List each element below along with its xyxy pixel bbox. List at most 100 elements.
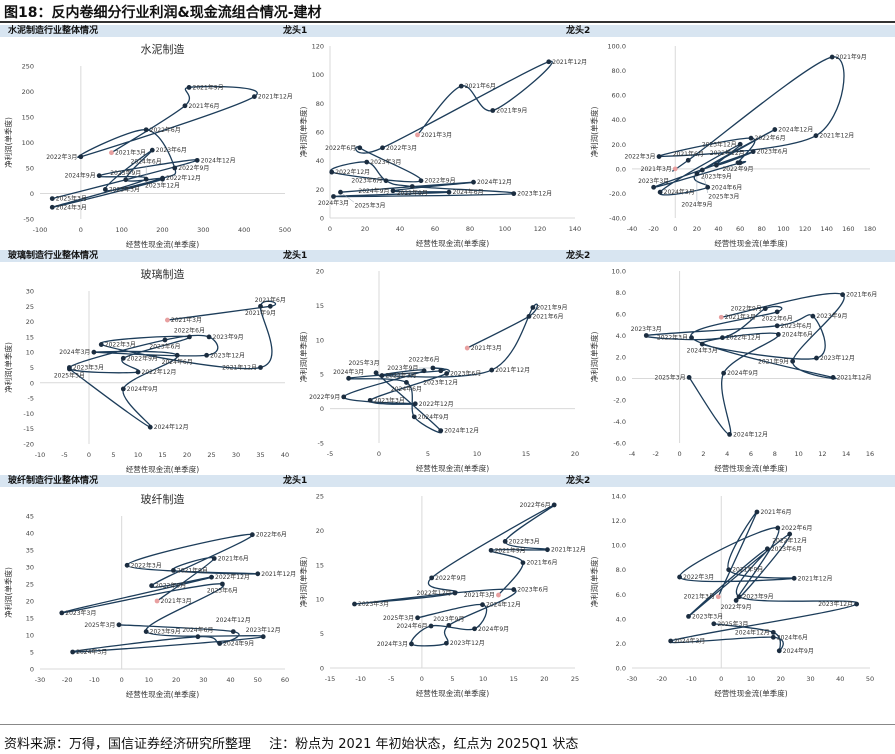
y-tick-label: 30 [26,564,34,572]
point-label: 2022年6月 [781,524,812,532]
point-label: 2024年6月 [453,188,484,196]
point-label: 2024年12月 [778,126,813,134]
point-label: 2022年3月 [683,573,714,581]
x-tick-label: 14 [842,450,850,458]
point-label: 2022年6月 [150,126,181,134]
x-tick-label: 60 [431,225,439,233]
data-point [686,375,692,380]
y-tick-label: 10 [316,336,324,344]
x-tick-label: 40 [396,225,404,233]
leader2-label: 龙头2 [566,251,591,261]
data-point [689,335,694,341]
data-point [736,594,742,600]
data-point [195,634,201,640]
section-title: 玻璃制造行业整体情况 [8,251,99,261]
point-label: 2021年9月 [245,309,276,317]
y-tick-label: 40 [26,530,34,538]
data-point [446,622,452,628]
y-tick-label: 15 [316,561,324,569]
y-tick-label: 8.0 [616,289,626,297]
data-point [488,547,494,553]
data-point [790,358,796,364]
y-tick-label: 20 [316,268,324,276]
x-tick-label: 140 [569,225,581,233]
x-axis-label: 经营性现金流(单季度) [126,239,199,249]
data-point [404,380,409,385]
point-label: 2024年9月 [783,647,814,655]
point-label: 2022年3月 [624,153,655,161]
point-label: 2023年9月 [213,333,244,341]
x-tick-label: 20 [777,675,785,683]
point-label: 2022年3月 [509,537,540,545]
x-tick-label: 20 [693,225,701,233]
data-point [59,610,65,616]
data-point [219,581,225,587]
point-label: 2022年3月 [657,334,688,342]
data-point [787,531,793,537]
data-point [443,640,449,646]
point-label: 2024年6月 [396,622,427,630]
section-header-strip [0,250,895,262]
point-label: 2022年12月 [772,537,807,545]
point-label: 2023年6月 [757,148,788,156]
chart-fiberglass-leader2: -30 -20 -10 0 10 20 30 40 50 0.0 2.0 4.0 6.0 8.0 10.0 1… [590,487,895,700]
start-point-marker [672,166,678,172]
footer: 资料来源：万得，国信证券经济研究所整理 注：粉点为 2021 年初始状态，红点为… [4,733,592,752]
point-label: 2022年6月 [520,501,551,509]
label-leader-line [340,191,355,203]
point-label: 2023年3月 [374,396,405,404]
data-point [415,615,420,621]
x-tick-label: 300 [197,226,209,234]
data-point [705,184,711,190]
x-tick-label: 10 [473,450,481,458]
y-tick-label: 2.0 [616,640,626,648]
point-label: 2021年3月 [161,597,192,605]
point-label: 2024年12月 [477,178,512,186]
data-point [444,371,450,376]
x-tick-label: 10 [794,450,802,458]
point-label: 2021年12月 [222,364,257,372]
data-point [49,196,55,202]
y-axis-label: 净利润(单季度) [300,332,308,383]
x-tick-label: 0 [673,225,677,233]
y-tick-label: -2.0 [613,397,626,405]
y-tick-label: -20 [23,441,34,449]
data-point [526,314,532,319]
data-point [383,178,389,184]
data-point [341,394,347,400]
y-tick-label: 10.0 [612,268,626,276]
data-point [737,160,743,166]
data-point [380,145,385,151]
data-point [840,292,846,298]
point-label: 2023年9月 [816,312,847,320]
data-point [49,204,55,210]
x-axis-label: 经营性现金流(单季度) [714,688,787,698]
x-tick-label: -10 [35,451,46,459]
x-tick-label: -5 [61,451,67,459]
start-point-marker [165,317,170,323]
title-divider [0,21,895,23]
data-point [211,556,217,561]
data-point [770,629,776,635]
data-point [174,352,180,358]
x-tick-label: 60 [736,225,744,233]
point-label: 2023年3月 [631,325,662,333]
x-tick-label: 15 [510,675,518,683]
point-label: 2024年12月 [216,616,251,624]
y-tick-label: 40 [316,157,324,165]
data-point [160,176,165,182]
point-label: 2022年12月 [215,573,250,581]
point-label: 2024年12月 [444,427,479,435]
y-tick-label: 0 [30,666,34,674]
x-tick-label: 0 [120,676,124,684]
point-label: 2022年12月 [419,400,454,408]
y-tick-label: 0 [320,405,324,413]
y-axis-label: 净利润(单季度) [3,342,13,393]
y-tick-label: 6.0 [616,591,626,599]
figure-title: 图18：反内卷细分行业利润&现金流组合情况-建材 [4,5,322,21]
point-label: 2024年12月 [733,430,768,438]
data-point [149,583,155,589]
data-point [143,629,149,634]
scatter-path-chart: 0 20 40 60 80 100 120 140 0 20 40 60 80 100 120 经营性现金流(… [300,43,587,249]
point-label: 2024年9月 [727,369,758,377]
